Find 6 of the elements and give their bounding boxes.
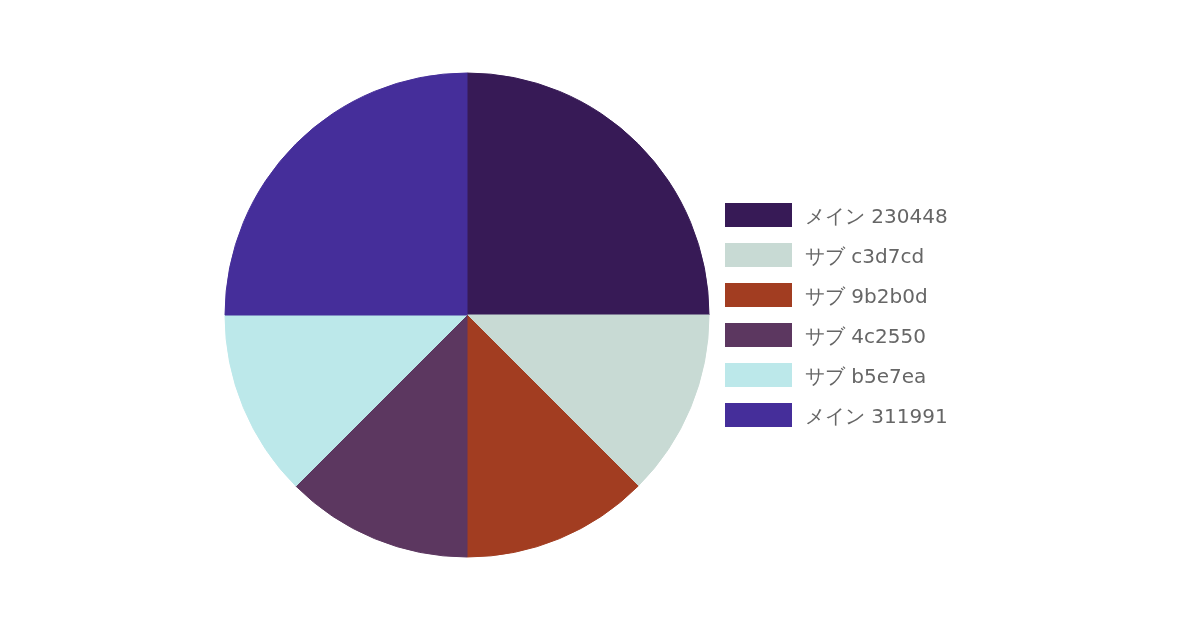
legend-label: サブ 4c2550	[805, 324, 926, 348]
legend-label: サブ b5e7ea	[805, 364, 927, 388]
legend-label: サブ 9b2b0d	[805, 284, 928, 308]
legend-label: メイン 230448	[805, 204, 948, 228]
legend-label: メイン 311991	[805, 404, 948, 428]
legend-label: サブ c3d7cd	[805, 244, 925, 268]
